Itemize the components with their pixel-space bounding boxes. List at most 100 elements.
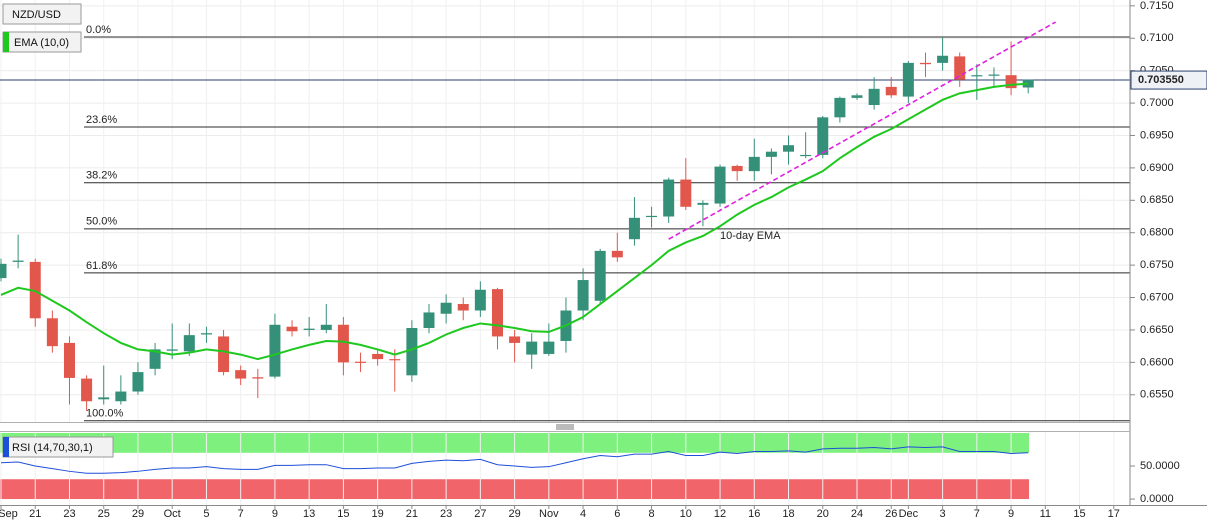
last-price-label: 0.703550 [1138,74,1184,86]
candle-body [269,324,281,377]
legend-swatch [3,437,9,457]
y-tick-label: 0.6750 [1140,259,1174,271]
candle-body [423,312,435,329]
y-tick-label: 0.6550 [1140,389,1174,401]
candle-body [526,341,538,355]
fib-label: 61.8% [86,260,117,272]
x-tick-label: 17 [1108,508,1120,520]
legend-box[interactable] [2,3,82,25]
y-tick-label: 0.6650 [1140,324,1174,336]
candle-body [971,75,983,77]
y-tick-label: 0.7100 [1140,32,1174,44]
y-tick-label: 0.6700 [1140,291,1174,303]
candle-body [81,378,93,402]
candle-body [851,95,863,98]
x-tick-label: 12 [714,508,726,520]
x-tick-label: 5 [203,508,209,520]
ema-line [0,82,1029,361]
annotation: 10-day EMA [720,230,781,242]
candle-body [166,349,178,351]
x-tick-label: Dec [899,508,919,520]
candle-body [0,263,7,279]
fib-label: 100.0% [86,408,124,420]
y-tick-label: 0.6900 [1140,162,1174,174]
fib-label: 38.2% [86,170,117,182]
y-tick-label: 0.6950 [1140,129,1174,141]
x-tick-label: 20 [817,508,829,520]
legend-swatch [3,32,9,52]
candle-body [731,165,743,172]
candle-body [885,86,897,96]
candle-body [646,215,658,218]
x-tick-label: 23 [440,508,452,520]
y-tick-label: 0.7150 [1140,0,1174,12]
candle-body [628,217,640,240]
x-tick-label: 26 [885,508,897,520]
x-tick-label: Nov [539,508,559,520]
candle-body [355,361,367,363]
x-tick-label: 9 [272,508,278,520]
x-tick-label: 8 [648,508,654,520]
candle-body [183,335,195,352]
candle-body [252,377,264,379]
x-tick-label: 23 [63,508,75,520]
rsi-y-tick-label: 0.0000 [1140,493,1174,505]
candle-body [389,359,401,361]
pane-splitter[interactable] [556,424,574,430]
candle-body [748,156,760,172]
candle-body [680,179,692,207]
rsi-y-tick-label: 50.0000 [1140,460,1180,472]
x-tick-label: 16 [748,508,760,520]
candle-body [132,372,144,392]
candle-body [337,324,349,363]
candle-body [868,88,880,106]
candle-body [954,56,966,80]
candle-body [12,260,24,262]
candle-body [509,336,521,343]
candle-body [235,370,247,379]
x-tick-label: 15 [337,508,349,520]
x-tick-label: 9 [1008,508,1014,520]
candle-body [63,342,75,378]
candle-body [800,154,812,157]
candle-body [834,97,846,118]
x-tick-label: 19 [372,508,384,520]
legend: NZD/USD EMA (10,0) RSI (14,70,30,1) [2,3,114,458]
y-tick-label: 0.6600 [1140,356,1174,368]
x-tick-label: 7 [974,508,980,520]
x-tick-label: 7 [238,508,244,520]
candle-body [577,280,589,311]
x-tick-label: 29 [132,508,144,520]
candle-body [46,318,58,347]
candle-body [457,304,469,311]
x-tick-label: Oct [164,508,181,520]
x-tick-label: 25 [98,508,110,520]
candle-body [919,62,931,65]
legend-title: NZD/USD [12,9,61,21]
candle-body [406,328,418,376]
legend-entry: EMA (10,0) [14,37,69,49]
candle-body [440,302,452,314]
candle-body [115,391,127,402]
candle-body [474,289,486,311]
x-tick-label: 10 [680,508,692,520]
candle-body [988,74,1000,76]
candle-body [543,341,555,354]
fib-label: 0.0% [86,24,111,36]
candle-body [697,202,709,205]
candle-body [594,250,606,301]
x-tick-label: 21 [29,508,41,520]
x-tick-label: 27 [474,508,486,520]
candle-body [98,397,110,400]
candle-body [611,250,623,258]
candle-body [200,333,212,335]
fib-label: 23.6% [86,114,117,126]
candle-body [320,324,332,330]
x-tick-label: 3 [940,508,946,520]
candle-body [817,117,829,155]
x-tick-label: 11 [1040,508,1051,520]
x-tick-label: 24 [851,508,863,520]
x-tick-label: 4 [580,508,586,520]
x-tick-label: 18 [782,508,794,520]
